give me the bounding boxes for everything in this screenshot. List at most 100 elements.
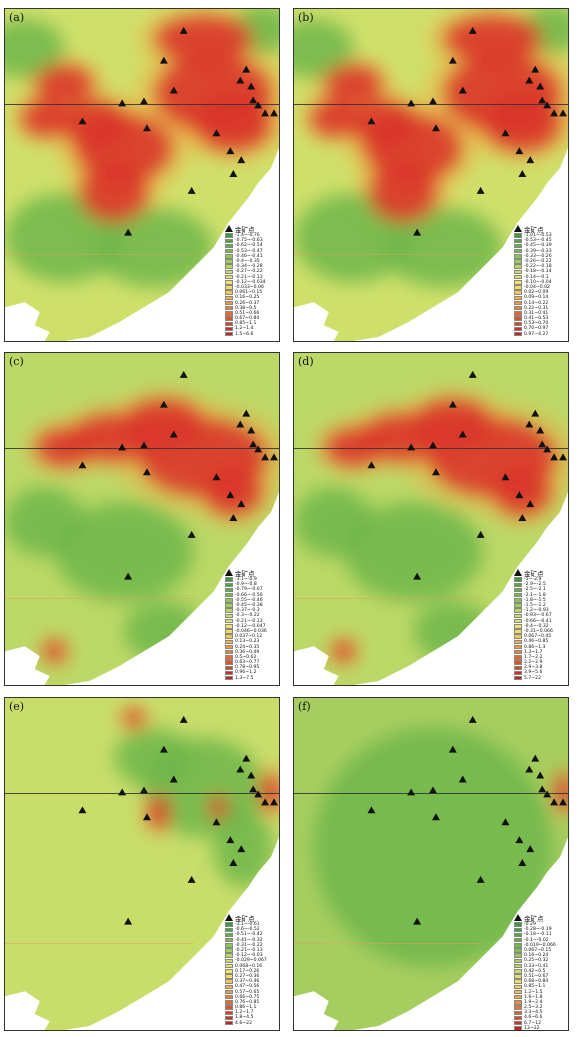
legend-row: -0.31~0.066 [514, 629, 568, 634]
legend-row: 0.33~0.41 [514, 964, 568, 969]
gold-deposit-triangle [169, 86, 178, 94]
gold-deposit-triangle [169, 775, 178, 783]
legend-range-label: 0.5~0.62 [235, 654, 257, 660]
gold-deposit-triangle [458, 86, 467, 94]
map-panel-f: (f) 金矿点 -0.29 -0.28~-0.19 -0.18~-0.11 -0.1~-0… [293, 697, 569, 1031]
legend-range-label: -0.53~-0.45 [524, 238, 552, 244]
legend-range-label: 0.63~0.77 [235, 660, 260, 666]
legend-swatch [514, 577, 522, 582]
legend-row: 0.51~0.67 [514, 974, 568, 979]
gold-deposit-triangle [78, 806, 87, 814]
legend-range-label: 0.97~4.27 [524, 331, 549, 337]
legend-range-label: -0.33~-0.26 [524, 253, 552, 259]
gold-deposit-triangle [559, 798, 568, 806]
legend-range-label: 4.6~6.6 [524, 1015, 543, 1021]
legend-swatch [225, 248, 233, 254]
gold-deposit-triangle [249, 96, 258, 104]
legend-row: -2.1~-1.8 [514, 593, 568, 598]
gold-deposit-triangle [468, 26, 477, 34]
legend-swatch [225, 285, 233, 290]
map-panel-e: (e) 金矿点 -3.1~-0.61 -0.6~-0.52 -0.51~-0.42 -0.… [4, 697, 280, 1031]
legend-swatch [225, 675, 233, 681]
legend-row: 0.86~1.3 [514, 644, 568, 650]
high-anomaly-zone [413, 397, 493, 448]
gold-deposit-triangle [468, 370, 477, 378]
legend-row: 1.5~6.6 [225, 332, 279, 337]
gold-deposit-triangle [78, 117, 87, 125]
legend-swatch [225, 927, 233, 933]
legend-range-label: -1.4~-0.76 [235, 233, 260, 239]
legend-range-label: 0.86~1.3 [524, 644, 546, 650]
legend-swatch [225, 1020, 233, 1026]
high-anomaly-zone [193, 93, 274, 154]
legend-row: 2.9~3.8 [514, 665, 568, 670]
gold-deposit-triangle [270, 798, 279, 806]
legend-swatch [514, 979, 522, 984]
legend-row: 1.2~1.5 [514, 989, 568, 995]
gold-deposit-triangle [254, 790, 263, 798]
legend-swatch [514, 300, 522, 306]
gold-deposit-triangle [476, 875, 485, 883]
gold-deposit-triangle [226, 836, 235, 844]
high-anomaly-zone [203, 467, 264, 518]
legend-row: 0.5~0.62 [225, 655, 279, 660]
legend-row: -0.12~-0.034 [225, 280, 279, 285]
gold-deposit-triangle [543, 445, 552, 453]
gold-deposit-triangle [367, 806, 376, 814]
legend-swatch [514, 274, 522, 280]
legend-row: 0.067~0.45 [514, 634, 568, 639]
legend-swatch [514, 943, 522, 948]
legend-swatch [514, 1020, 522, 1026]
legend-range-label: -0.53~-0.47 [235, 248, 263, 254]
low-anomaly-zone [313, 727, 553, 967]
legend-title: 金矿点 [514, 224, 568, 234]
legend-range-label: 1.2~1.5 [524, 989, 543, 995]
legend: 金矿点 -1.01~-0.53 -0.53~-0.45 -0.45~-0.39 -0.3… [514, 224, 568, 337]
legend-title: 金矿点 [225, 568, 279, 578]
legend-range-label: 2.2~2.9 [524, 660, 543, 666]
legend-swatch [225, 639, 233, 645]
gold-deposit-triangle [536, 771, 545, 779]
high-anomaly-zone [208, 795, 229, 820]
legend-swatch [514, 932, 522, 938]
gold-deposit-triangle [559, 453, 568, 461]
legend-row: 2.2~2.9 [514, 660, 568, 665]
legend-range-label: 1.5~6.6 [235, 331, 254, 337]
legend-swatch [514, 1005, 522, 1010]
legend-swatch [225, 280, 233, 285]
legend-row: -0.41~-0.32 [225, 938, 279, 943]
gold-deposit-triangle [458, 775, 467, 783]
legend-range-label: 0.85~1.1 [524, 984, 546, 990]
high-anomaly-zone [308, 98, 359, 139]
gold-deposit-triangle [229, 514, 238, 521]
legend-row: -0.26~-0.22 [514, 259, 568, 264]
legend-swatch [225, 979, 233, 984]
legend-swatch [514, 1026, 522, 1030]
gold-deposit-triangle [538, 785, 547, 793]
legend-row: -1.4~-0.76 [225, 233, 279, 238]
legend-range-label: 2.9~3.8 [524, 665, 543, 671]
legend-row: -0.9~-0.8 [225, 582, 279, 587]
legend-range-label: -2.9~-2.5 [524, 582, 546, 588]
legend-row: -0.21~-0.13 [225, 619, 279, 624]
gold-deposit-triangle [518, 514, 527, 521]
legend-range-label: -0.1~-0.02 [524, 937, 549, 943]
legend-range-label: 0.33~0.41 [524, 963, 549, 969]
legend-title: 金矿点 [514, 568, 568, 578]
legend-swatch [514, 937, 522, 943]
legend-swatch [514, 1010, 522, 1016]
legend-row: -0.4~-0.32 [514, 624, 568, 629]
legend-range-label: -3.1~-0.61 [235, 922, 260, 928]
gold-deposit-triangle [515, 147, 524, 155]
high-anomaly-zone [42, 639, 67, 664]
low-anomaly-zone [213, 807, 274, 887]
gold-deposit-triangle [413, 917, 422, 925]
legend-swatch [225, 948, 233, 953]
gold-deposit-triangle [525, 420, 534, 428]
legend-range-label: -0.51~-0.42 [235, 932, 263, 938]
gold-deposit-triangle [242, 409, 251, 417]
legend-row: 0.68~0.84 [514, 979, 568, 984]
legend-row: 0.85~1.1 [514, 984, 568, 989]
legend-swatch [514, 285, 522, 290]
legend-range-label: -0.6~-0.52 [235, 927, 260, 933]
